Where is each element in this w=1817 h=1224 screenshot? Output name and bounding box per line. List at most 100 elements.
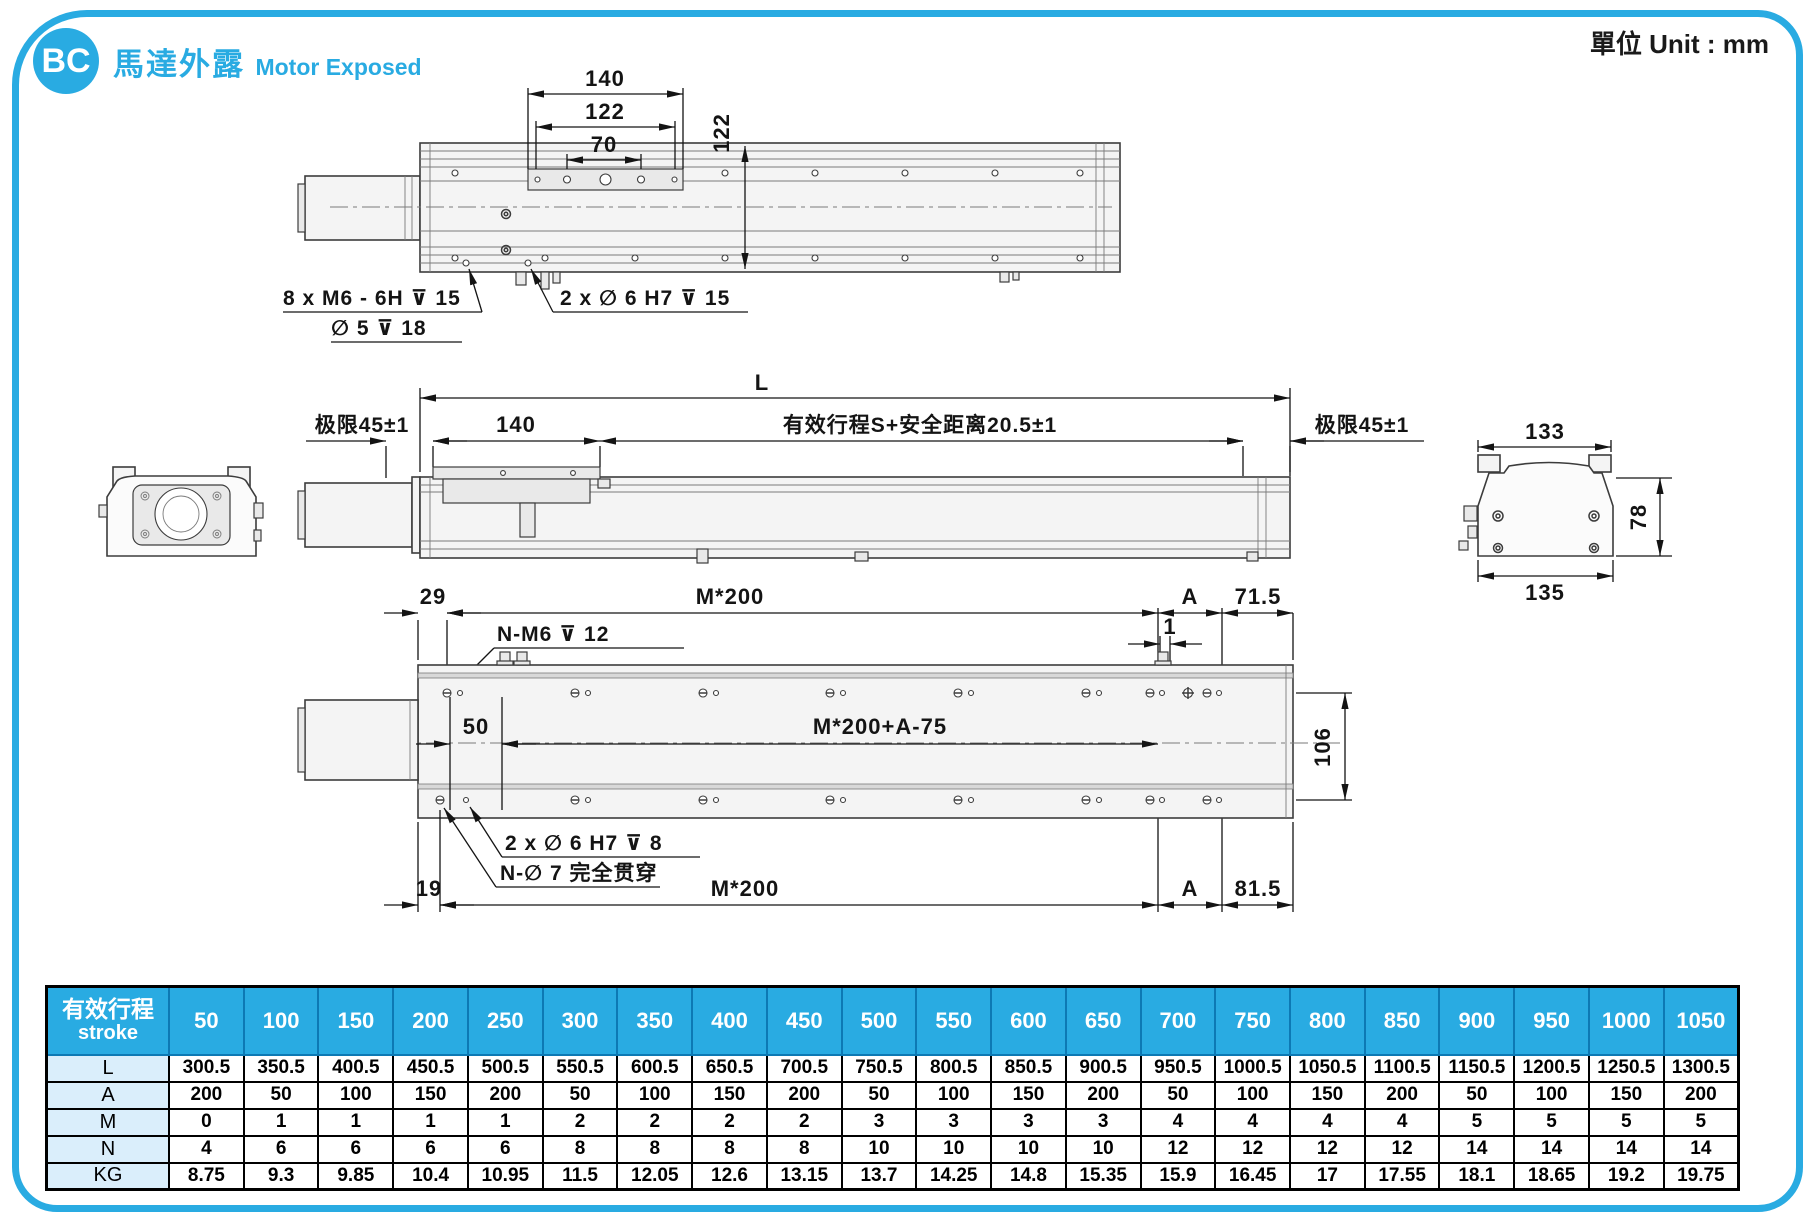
dim-m200-top: M*200 (696, 584, 765, 609)
spec-cell: 100 (616, 1080, 694, 1110)
spec-cell: 8 (541, 1134, 619, 1164)
spec-cell: 1100.5 (1363, 1053, 1441, 1083)
note-counterbore: ∅ 5 ⊽ 18 (331, 317, 427, 340)
spec-row-L: L 300.5 350.5 400.5 450.5 500.5 550.5 600.5 650.… (45, 1053, 1740, 1083)
spec-cell: 950.5 (1139, 1053, 1217, 1083)
spec-cell: 10 (990, 1134, 1067, 1164)
spec-cell: 100 (1214, 1080, 1292, 1110)
dim-106: 106 (1310, 727, 1335, 767)
stroke-col-header: 1000 (1587, 985, 1665, 1056)
row-label: N (45, 1134, 170, 1164)
spec-cell: 4 (1214, 1107, 1292, 1137)
dim-limit-right: 极限45±1 (1315, 414, 1410, 437)
dim-m200-bottom: M*200 (711, 876, 780, 901)
spec-cell: 8.75 (168, 1161, 245, 1191)
stroke-col-header: 500 (840, 985, 918, 1056)
spec-cell: 2 (765, 1107, 843, 1137)
dim-81-5: 81.5 (1235, 876, 1282, 901)
spec-cell: 14.8 (990, 1161, 1067, 1191)
spec-cell: 8 (616, 1134, 694, 1164)
spec-cell: 0 (168, 1107, 245, 1137)
spec-cell: 50 (1438, 1080, 1516, 1110)
dim-stroke-safety: 有效行程S+安全距离20.5±1 (783, 413, 1057, 437)
spec-cell: 2 (541, 1107, 619, 1137)
spec-cell: 1 (242, 1107, 320, 1137)
spec-cell: 9.85 (317, 1161, 395, 1191)
page-title-en: Motor Exposed (255, 53, 422, 80)
spec-cell: 1 (317, 1107, 395, 1137)
spec-cell: 19.2 (1587, 1161, 1665, 1191)
spec-cell: 1250.5 (1587, 1053, 1665, 1083)
note-through-hole: N-∅ 7 完全贯穿 (500, 861, 658, 885)
spec-cell: 1 (392, 1107, 469, 1137)
stroke-col-header: 550 (915, 985, 993, 1056)
spec-cell: 200 (1064, 1080, 1142, 1110)
spec-cell: 17 (1289, 1161, 1366, 1191)
technical-drawing: 140 122 70 122 8 x M6 - 6H ⊽ 15 ∅ 5 ⊽ 18… (98, 66, 1672, 912)
dim-1: 1 (1163, 614, 1176, 639)
spec-cell: 300.5 (168, 1053, 245, 1083)
spec-cell: 150 (1587, 1080, 1665, 1110)
table-body: L 300.5 350.5 400.5 450.5 500.5 550.5 600.5 650.… (45, 1053, 1740, 1191)
spec-cell: 200 (168, 1080, 245, 1110)
spec-cell: 100 (915, 1080, 993, 1110)
spec-cell: 9.3 (242, 1161, 320, 1191)
stroke-col-header: 450 (765, 985, 843, 1056)
dim-122-vertical: 122 (709, 113, 734, 153)
spec-cell: 3 (990, 1107, 1067, 1137)
row-label: KG (45, 1161, 170, 1191)
spec-cell: 4 (1139, 1107, 1217, 1137)
spec-cell: 850.5 (990, 1053, 1067, 1083)
spec-cell: 200 (1363, 1080, 1441, 1110)
spec-cell: 19.75 (1662, 1161, 1740, 1191)
page-header: BC 馬達外露 Motor Exposed (33, 28, 422, 94)
dim-78: 78 (1626, 504, 1651, 530)
spec-cell: 18.1 (1438, 1161, 1516, 1191)
spec-cell: 5 (1438, 1107, 1516, 1137)
note-m6-tap: 8 x M6 - 6H ⊽ 15 (283, 287, 461, 310)
spec-cell: 200 (1662, 1080, 1740, 1110)
motor-end-view (98, 466, 264, 557)
spec-cell: 150 (691, 1080, 768, 1110)
dim-135: 135 (1525, 580, 1565, 605)
spec-cell: 14 (1587, 1134, 1665, 1164)
spec-cell: 6 (317, 1134, 395, 1164)
spec-cell: 16.45 (1214, 1161, 1292, 1191)
stroke-col-header: 600 (990, 985, 1067, 1056)
spec-cell: 100 (1513, 1080, 1590, 1110)
page-title: 馬達外露 (113, 46, 245, 82)
spec-cell: 5 (1513, 1107, 1590, 1137)
dim-A-top: A (1182, 584, 1199, 609)
spec-cell: 750.5 (840, 1053, 918, 1083)
bottom-view: 29 M*200 A 71.5 1 N-M6 ⊽ 12 (297, 584, 1352, 912)
spec-cell: 17.55 (1363, 1161, 1441, 1191)
spec-cell: 50 (541, 1080, 619, 1110)
spec-cell: 10.95 (466, 1161, 544, 1191)
note-pin-hole-bottom: 2 x ∅ 6 H7 ⊽ 8 (505, 832, 663, 855)
stroke-col-header: 400 (691, 985, 768, 1056)
spec-cell: 3 (840, 1107, 918, 1137)
spec-cell: 1050.5 (1289, 1053, 1366, 1083)
spec-cell: 4 (168, 1134, 245, 1164)
side-view: L 极限45±1 140 有效行程S+安全距离20.5±1 极限45±1 (297, 370, 1424, 564)
stroke-header-cell: 有效行程 stroke (45, 985, 170, 1056)
row-label: M (45, 1107, 170, 1137)
spec-cell: 12.6 (691, 1161, 768, 1191)
spec-cell: 3 (1064, 1107, 1142, 1137)
spec-cell: 1 (466, 1107, 544, 1137)
note-pin-hole-top: 2 x ∅ 6 H7 ⊽ 15 (560, 287, 730, 310)
dim-133: 133 (1525, 419, 1565, 444)
spec-cell: 10 (915, 1134, 993, 1164)
dim-m200a75: M*200+A-75 (813, 714, 947, 739)
stroke-col-header: 300 (541, 985, 619, 1056)
spec-cell: 10 (840, 1134, 918, 1164)
spec-cell: 200 (765, 1080, 843, 1110)
spec-cell: 14 (1513, 1134, 1590, 1164)
spec-cell: 12.05 (616, 1161, 694, 1191)
stroke-col-header: 650 (1064, 985, 1142, 1056)
spec-cell: 100 (317, 1080, 395, 1110)
end-view: 133 78 135 (1458, 419, 1672, 605)
spec-cell: 11.5 (541, 1161, 619, 1191)
spec-cell: 4 (1363, 1107, 1441, 1137)
table-header-row: 有效行程 stroke 50 100 150 200 250 300 350 400 450 50… (45, 985, 1740, 1056)
